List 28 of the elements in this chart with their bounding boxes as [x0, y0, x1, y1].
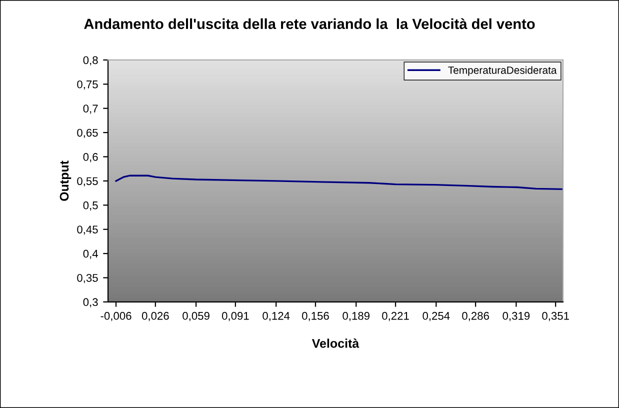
x-tick-label: 0,319 [502, 312, 530, 322]
y-tick-label: 0,3 [83, 298, 98, 308]
y-tick-label: 0,35 [77, 274, 98, 284]
x-tick-label: 0,156 [302, 312, 329, 322]
y-tick-label: 0,75 [77, 80, 98, 90]
x-tick-label: 0,286 [462, 312, 489, 322]
x-tick-label: 0,091 [222, 312, 249, 322]
y-tick-label: 0,55 [77, 177, 98, 186]
y-tick-label: 0,5 [83, 201, 98, 211]
y-tick-label: 0,65 [77, 128, 98, 138]
legend-label: TemperaturaDesiderata [448, 66, 557, 76]
x-tick-label: 0,124 [262, 312, 290, 322]
x-tick-label: 0,221 [382, 312, 409, 322]
x-axis-title: Velocità [312, 338, 360, 348]
x-tick-label: 0,026 [142, 312, 169, 322]
chart-title: Andamento dell'uscita della rete variando la la Velocità del vento [84, 18, 535, 30]
y-tick-label: 0,7 [83, 104, 98, 114]
y-tick-label: 0,8 [83, 56, 98, 66]
x-tick-label: 0,189 [342, 312, 370, 322]
y-tick-label: 0,4 [83, 250, 98, 259]
x-tick-label: 0,254 [422, 312, 450, 322]
x-tick-label: 0,351 [542, 312, 569, 322]
x-tick-label: 0,059 [182, 312, 210, 322]
y-tick-label: 0,6 [83, 153, 98, 162]
line-series [115, 174, 563, 190]
x-tick-label: -0,006 [100, 312, 132, 322]
y-axis-title: Output [60, 160, 72, 201]
y-tick-label: 0,45 [77, 226, 98, 235]
